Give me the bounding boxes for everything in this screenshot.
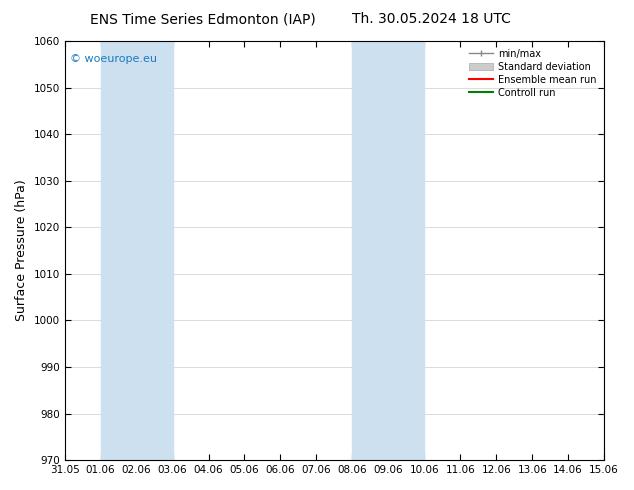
Title: ENS Time Series Edmonton (IAP)      Th. 30.05.2024 18 UTC: ENS Time Series Edmonton (IAP) Th. 30.05… <box>0 489 1 490</box>
Bar <box>101 41 172 460</box>
Bar <box>604 41 634 460</box>
Text: ENS Time Series Edmonton (IAP): ENS Time Series Edmonton (IAP) <box>90 12 316 26</box>
Y-axis label: Surface Pressure (hPa): Surface Pressure (hPa) <box>15 180 28 321</box>
Text: © woeurope.eu: © woeurope.eu <box>70 53 157 64</box>
Text: Th. 30.05.2024 18 UTC: Th. 30.05.2024 18 UTC <box>352 12 510 26</box>
Bar <box>353 41 424 460</box>
Legend: min/max, Standard deviation, Ensemble mean run, Controll run: min/max, Standard deviation, Ensemble me… <box>466 46 599 100</box>
